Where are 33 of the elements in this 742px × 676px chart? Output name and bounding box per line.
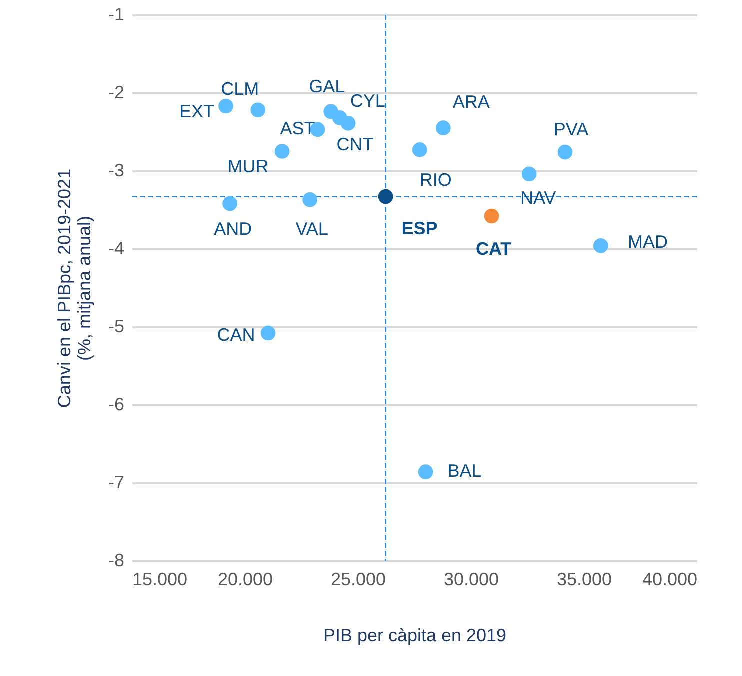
annotation: CYL [350, 90, 386, 111]
annotation: CNT [336, 134, 374, 154]
x-tick-label: 20.000 [218, 570, 274, 590]
x-tick-label: 30.000 [444, 570, 500, 590]
annotation: MUR [228, 156, 269, 176]
annotation: GAL [309, 76, 346, 97]
annotation: CAT [476, 239, 512, 260]
annotation: ARA [452, 92, 490, 112]
y-tick-label: -4 [108, 238, 124, 258]
x-tick-label: 35.000 [556, 570, 612, 590]
annotation: RIO [420, 170, 452, 190]
annotation: BAL [448, 461, 482, 482]
y-tick-label: -6 [108, 394, 124, 414]
y-tick-label: -7 [108, 472, 124, 492]
annotation: CLM [221, 79, 260, 100]
y-tick-label: -5 [108, 316, 124, 336]
x-tick-label: 25.000 [330, 570, 386, 590]
annotation: NAV [520, 188, 556, 208]
annotation: CAN [217, 325, 256, 346]
annotation: MAD [628, 232, 668, 252]
x-tick-label: 40.000 [642, 570, 698, 590]
y-tick-label: -1 [108, 4, 124, 24]
y-axis-title: Canvi en el PIBpc, 2019-2021 (%, mitjana anual) [54, 168, 94, 408]
annotation: VAL [296, 218, 328, 239]
y-tick-label: -3 [108, 160, 124, 180]
x-tick-label: 15.000 [132, 570, 188, 590]
annotation: AND [214, 218, 252, 239]
y-tick-label: -2 [108, 82, 124, 102]
annotation: EXT [180, 101, 215, 122]
annotation: PVA [554, 119, 589, 140]
x-axis-title: PIB per càpita en 2019 [323, 626, 507, 646]
annotation: ESP [402, 218, 438, 239]
y-tick-label: -8 [108, 550, 124, 570]
